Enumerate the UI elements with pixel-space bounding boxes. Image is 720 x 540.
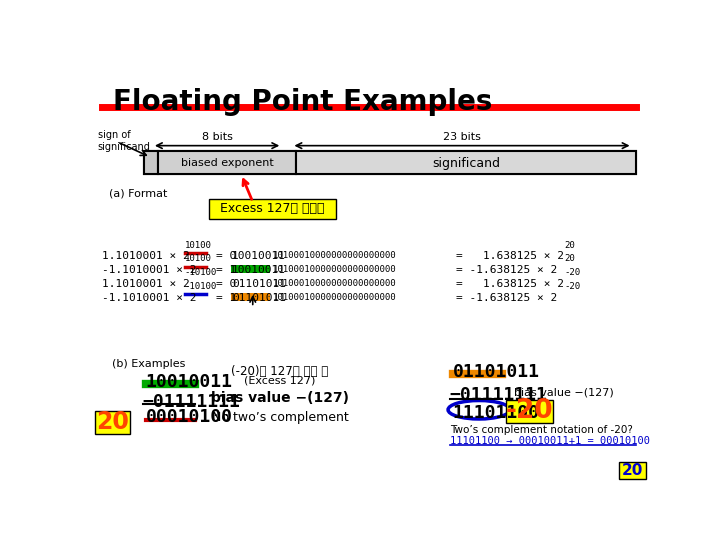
- Text: −01111111: −01111111: [143, 393, 240, 411]
- Text: 10100010000000000000000: 10100010000000000000000: [273, 251, 397, 260]
- Bar: [296, 151, 636, 174]
- Text: 1.1010001 × 2: 1.1010001 × 2: [102, 251, 189, 261]
- Text: (Excess 127): (Excess 127): [244, 376, 315, 386]
- Text: -10100: -10100: [184, 282, 217, 291]
- Text: bias value −(127): bias value −(127): [507, 387, 613, 397]
- Text: 01101011: 01101011: [453, 363, 540, 381]
- Text: 10100010000000000000000: 10100010000000000000000: [273, 293, 397, 302]
- Text: 23 bits: 23 bits: [443, 132, 481, 142]
- Text: = -1.638125 × 2: = -1.638125 × 2: [456, 293, 557, 303]
- Text: 01101011: 01101011: [232, 279, 286, 289]
- Text: (b) Examples: (b) Examples: [112, 359, 185, 369]
- Text: =   1.638125 × 2: = 1.638125 × 2: [456, 251, 564, 261]
- Text: -1.1010001 × 2: -1.1010001 × 2: [102, 265, 196, 275]
- Text: = 0: = 0: [216, 279, 237, 289]
- Bar: [144, 151, 158, 174]
- Text: Floating Point Examples: Floating Point Examples: [113, 88, 492, 116]
- Text: = 1: = 1: [216, 293, 237, 303]
- Bar: [231, 265, 270, 273]
- Bar: [158, 151, 296, 174]
- FancyBboxPatch shape: [506, 400, 553, 423]
- Text: 00010100: 00010100: [145, 408, 233, 426]
- Bar: [231, 293, 270, 301]
- Text: 10010011: 10010011: [145, 373, 233, 391]
- Text: -1.1010001 × 2: -1.1010001 × 2: [102, 293, 196, 303]
- Text: 10100: 10100: [184, 241, 212, 249]
- Text: 8 bits: 8 bits: [202, 132, 233, 142]
- Text: 01101011: 01101011: [232, 293, 286, 303]
- Text: 20: 20: [564, 254, 575, 264]
- Text: Two’s complement notation of -20?: Two’s complement notation of -20?: [449, 425, 632, 435]
- Text: (-20)에 127을 더한 값: (-20)에 127을 더한 값: [231, 365, 328, 378]
- Text: 10010011: 10010011: [232, 265, 286, 275]
- Text: 10100010000000000000000: 10100010000000000000000: [273, 265, 397, 274]
- Text: Excess 127로 표현함: Excess 127로 표현함: [220, 202, 325, 215]
- Text: -20: -20: [564, 282, 580, 291]
- Text: 10100010000000000000000: 10100010000000000000000: [273, 279, 397, 288]
- Text: −01111111: −01111111: [449, 386, 547, 404]
- Text: (a) Format: (a) Format: [109, 188, 168, 198]
- FancyBboxPatch shape: [209, 199, 336, 219]
- Text: -20: -20: [505, 399, 553, 424]
- Text: sign of
significand: sign of significand: [98, 130, 150, 152]
- Text: =   1.638125 × 2: = 1.638125 × 2: [456, 279, 564, 289]
- Text: No two’s complement: No two’s complement: [212, 411, 348, 424]
- FancyBboxPatch shape: [96, 410, 130, 434]
- Text: 1.1010001 × 2: 1.1010001 × 2: [102, 279, 189, 289]
- Text: 20: 20: [96, 410, 129, 434]
- Text: 20: 20: [622, 463, 643, 478]
- Text: 11101100 → 00010011+1 = 00010100: 11101100 → 00010011+1 = 00010100: [449, 436, 649, 446]
- FancyBboxPatch shape: [619, 462, 646, 479]
- Text: = -1.638125 × 2: = -1.638125 × 2: [456, 265, 557, 275]
- Text: 10010011: 10010011: [232, 251, 286, 261]
- Text: bias value −(127): bias value −(127): [211, 392, 349, 406]
- Text: 10100: 10100: [184, 254, 212, 264]
- Text: -20: -20: [564, 268, 580, 278]
- Text: 20: 20: [564, 241, 575, 249]
- Text: -10100: -10100: [184, 268, 217, 278]
- Text: = 1: = 1: [216, 265, 237, 275]
- Text: 11101100: 11101100: [453, 403, 540, 422]
- Text: = 0: = 0: [216, 251, 237, 261]
- Bar: [144, 151, 636, 174]
- Text: significand: significand: [432, 157, 500, 170]
- Text: biased exponent: biased exponent: [181, 158, 274, 168]
